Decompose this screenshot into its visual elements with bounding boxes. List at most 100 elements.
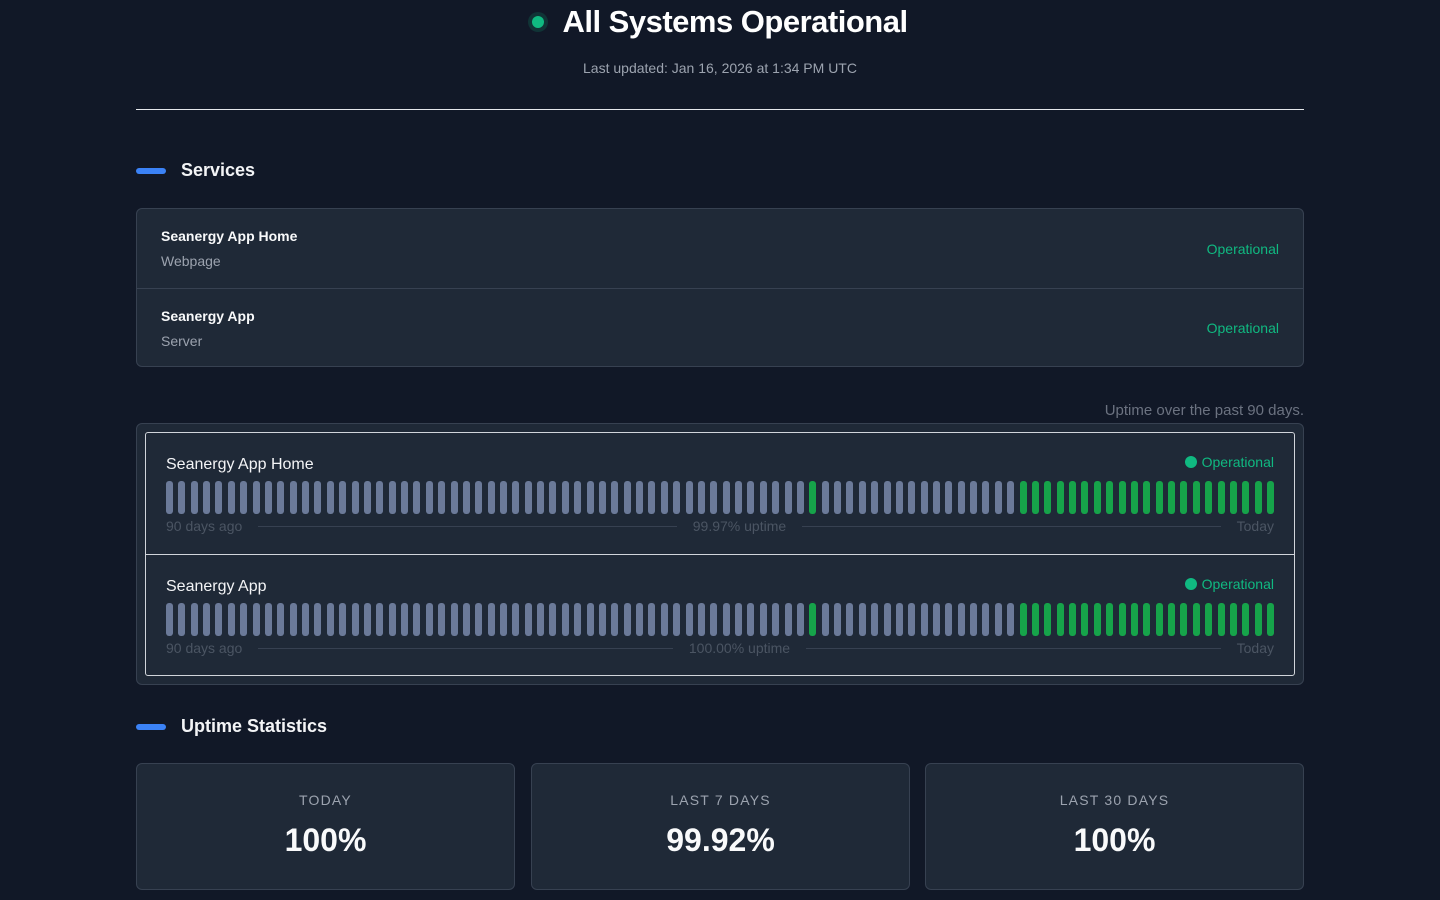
uptime-bar-up[interactable]	[1254, 603, 1262, 636]
uptime-bar-no-data[interactable]	[438, 603, 446, 636]
uptime-bar-no-data[interactable]	[648, 603, 656, 636]
uptime-bar-no-data[interactable]	[710, 481, 718, 514]
uptime-bar-no-data[interactable]	[166, 603, 173, 636]
uptime-bar-up[interactable]	[1155, 603, 1163, 636]
uptime-bar-no-data[interactable]	[339, 481, 347, 514]
uptime-bar-no-data[interactable]	[339, 603, 347, 636]
uptime-bar-no-data[interactable]	[895, 603, 903, 636]
uptime-bar-no-data[interactable]	[957, 603, 965, 636]
uptime-bar-no-data[interactable]	[697, 603, 705, 636]
uptime-bar-no-data[interactable]	[203, 481, 211, 514]
uptime-bar-no-data[interactable]	[994, 603, 1002, 636]
uptime-bar-no-data[interactable]	[425, 603, 433, 636]
uptime-bar-no-data[interactable]	[945, 603, 953, 636]
uptime-bar-up[interactable]	[1192, 481, 1200, 514]
uptime-bar-no-data[interactable]	[413, 603, 421, 636]
uptime-bar-no-data[interactable]	[252, 481, 260, 514]
uptime-bar-no-data[interactable]	[994, 481, 1002, 514]
uptime-bar-no-data[interactable]	[264, 603, 272, 636]
uptime-bar-no-data[interactable]	[883, 481, 891, 514]
uptime-bar-up[interactable]	[1229, 481, 1237, 514]
uptime-bar-up[interactable]	[1069, 603, 1077, 636]
uptime-bar-no-data[interactable]	[697, 481, 705, 514]
uptime-bar-no-data[interactable]	[623, 481, 631, 514]
uptime-bar-no-data[interactable]	[970, 481, 978, 514]
uptime-bar-no-data[interactable]	[512, 603, 520, 636]
uptime-bar-no-data[interactable]	[401, 481, 409, 514]
uptime-bar-no-data[interactable]	[759, 603, 767, 636]
uptime-bar-up[interactable]	[1205, 481, 1213, 514]
uptime-bar-no-data[interactable]	[722, 603, 730, 636]
uptime-bar-no-data[interactable]	[895, 481, 903, 514]
uptime-bar-no-data[interactable]	[574, 481, 582, 514]
uptime-bar-no-data[interactable]	[796, 481, 804, 514]
uptime-bar-up[interactable]	[1081, 481, 1089, 514]
uptime-bar-no-data[interactable]	[623, 603, 631, 636]
uptime-bar-no-data[interactable]	[549, 603, 557, 636]
uptime-bar-no-data[interactable]	[462, 603, 470, 636]
uptime-bar-up[interactable]	[1031, 481, 1039, 514]
uptime-bar-no-data[interactable]	[908, 603, 916, 636]
uptime-bar-no-data[interactable]	[388, 603, 396, 636]
uptime-bar-no-data[interactable]	[277, 603, 285, 636]
uptime-bar-up[interactable]	[1081, 603, 1089, 636]
uptime-bar-no-data[interactable]	[932, 481, 940, 514]
uptime-bar-no-data[interactable]	[784, 481, 792, 514]
uptime-bar-no-data[interactable]	[326, 481, 334, 514]
uptime-bar-no-data[interactable]	[475, 603, 483, 636]
uptime-bar-no-data[interactable]	[264, 481, 272, 514]
uptime-bar-no-data[interactable]	[363, 481, 371, 514]
uptime-bar-up[interactable]	[1069, 481, 1077, 514]
uptime-bar-no-data[interactable]	[796, 603, 804, 636]
uptime-bar-no-data[interactable]	[685, 603, 693, 636]
uptime-bar-no-data[interactable]	[858, 603, 866, 636]
uptime-bar-no-data[interactable]	[450, 603, 458, 636]
uptime-bar-no-data[interactable]	[1007, 603, 1015, 636]
uptime-bar-no-data[interactable]	[401, 603, 409, 636]
uptime-bar-no-data[interactable]	[598, 481, 606, 514]
uptime-bar-up[interactable]	[1155, 481, 1163, 514]
uptime-bar-no-data[interactable]	[425, 481, 433, 514]
uptime-bar-no-data[interactable]	[883, 603, 891, 636]
uptime-bar-no-data[interactable]	[747, 481, 755, 514]
uptime-bar-no-data[interactable]	[908, 481, 916, 514]
uptime-bar-no-data[interactable]	[561, 603, 569, 636]
uptime-bar-no-data[interactable]	[190, 481, 198, 514]
uptime-bar-no-data[interactable]	[289, 603, 297, 636]
uptime-bar-no-data[interactable]	[524, 603, 532, 636]
uptime-bar-no-data[interactable]	[500, 603, 507, 636]
uptime-bar-no-data[interactable]	[314, 603, 322, 636]
uptime-bar-up[interactable]	[1267, 481, 1274, 514]
uptime-bar-up[interactable]	[1044, 603, 1052, 636]
uptime-bar-no-data[interactable]	[970, 603, 978, 636]
uptime-bar-up[interactable]	[1056, 481, 1064, 514]
uptime-bar-up[interactable]	[1130, 481, 1138, 514]
uptime-bar-no-data[interactable]	[277, 481, 285, 514]
uptime-bar-no-data[interactable]	[450, 481, 458, 514]
uptime-bar-no-data[interactable]	[598, 603, 606, 636]
uptime-bar-no-data[interactable]	[772, 481, 780, 514]
uptime-bar-no-data[interactable]	[178, 481, 186, 514]
uptime-bar-up[interactable]	[1192, 603, 1200, 636]
uptime-bar-no-data[interactable]	[945, 481, 953, 514]
uptime-bar-up[interactable]	[1106, 603, 1114, 636]
uptime-bar-no-data[interactable]	[1007, 481, 1015, 514]
uptime-bar-no-data[interactable]	[537, 603, 545, 636]
uptime-bar-no-data[interactable]	[858, 481, 866, 514]
uptime-bar-up[interactable]	[1019, 481, 1027, 514]
uptime-bar-up[interactable]	[1143, 481, 1151, 514]
uptime-bar-no-data[interactable]	[487, 481, 495, 514]
uptime-bar-no-data[interactable]	[351, 481, 359, 514]
uptime-bar-no-data[interactable]	[487, 603, 495, 636]
uptime-bar-no-data[interactable]	[302, 481, 310, 514]
uptime-bar-no-data[interactable]	[673, 603, 681, 636]
uptime-bar-no-data[interactable]	[834, 481, 842, 514]
uptime-bar-up[interactable]	[1118, 603, 1126, 636]
uptime-bar-no-data[interactable]	[376, 603, 384, 636]
uptime-bar-up[interactable]	[1180, 481, 1188, 514]
uptime-bar-no-data[interactable]	[351, 603, 359, 636]
uptime-bar-no-data[interactable]	[784, 603, 792, 636]
uptime-bar-no-data[interactable]	[957, 481, 965, 514]
uptime-bar-no-data[interactable]	[240, 481, 248, 514]
uptime-bar-no-data[interactable]	[636, 603, 644, 636]
